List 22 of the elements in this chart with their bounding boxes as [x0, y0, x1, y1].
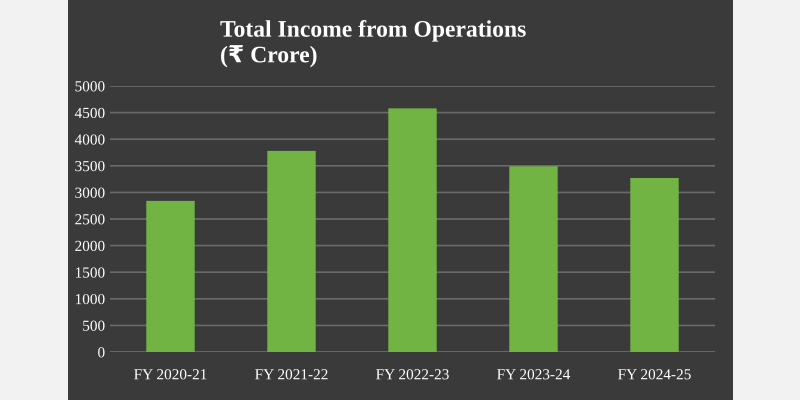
y-tick-label: 4500	[74, 108, 105, 118]
y-tick-label: 0	[98, 347, 105, 358]
x-tick-label: FY 2021-22	[255, 369, 328, 380]
x-tick-label: FY 2023-24	[497, 369, 570, 380]
x-tick-label: FY 2022-23	[376, 369, 449, 380]
y-tick-label: 2500	[75, 214, 105, 224]
y-tick-label: 1500	[76, 267, 105, 278]
bar	[630, 178, 679, 352]
y-tick-label: 2000	[75, 240, 105, 252]
bar	[267, 150, 316, 352]
y-tick-label: 5000	[75, 81, 105, 92]
bar	[509, 166, 558, 352]
y-tick-label: 3500	[75, 160, 105, 172]
y-tick-label: 500	[83, 320, 105, 331]
y-tick-label: 3000	[75, 188, 105, 198]
y-tick-label: 4000	[74, 134, 105, 145]
x-tick-label: FY 2020-21	[134, 369, 206, 380]
bar	[388, 108, 437, 352]
bar	[146, 200, 195, 352]
y-tick-label: 1000	[76, 294, 105, 304]
chart-title: Total Income from Operations (₹ Crore)	[220, 20, 526, 68]
x-tick-label: FY 2024-25	[618, 369, 691, 380]
